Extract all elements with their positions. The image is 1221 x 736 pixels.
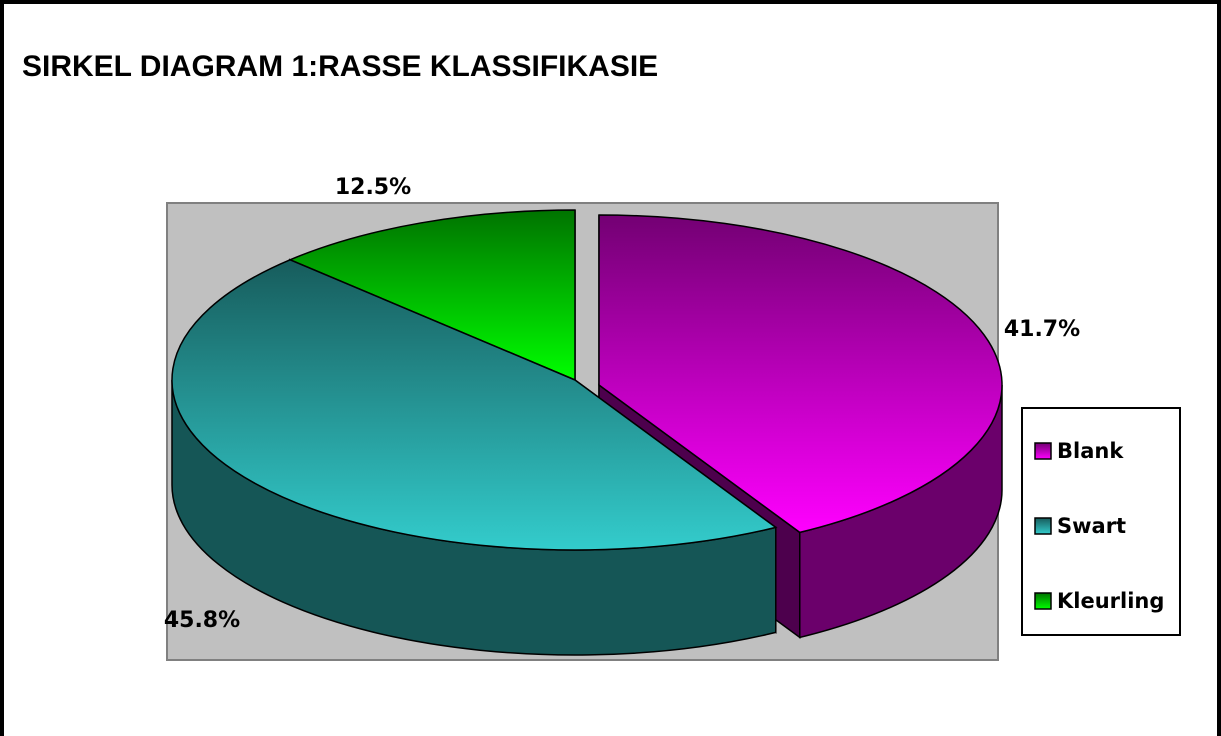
chart-title: SIRKEL DIAGRAM 1:RASSE KLASSIFIKASIE xyxy=(22,50,658,83)
data-label: 41.7% xyxy=(1004,317,1080,342)
legend-entries: Blank Swart Kleurling xyxy=(1034,439,1164,613)
pie-slice xyxy=(288,209,576,382)
legend-label: Swart xyxy=(1057,514,1126,538)
pie-slice xyxy=(171,258,778,551)
legend-swatch xyxy=(1034,592,1052,610)
legend-label: Blank xyxy=(1057,439,1124,463)
legend-swatch xyxy=(1034,517,1052,535)
data-label: 45.8% xyxy=(164,608,240,633)
pie-slice xyxy=(598,214,1003,534)
legend-label: Kleurling xyxy=(1057,589,1164,613)
pie xyxy=(171,209,1003,656)
data-labels: 41.7% 45.8% 12.5% xyxy=(164,175,1080,633)
legend-swatch xyxy=(1034,442,1052,460)
data-label: 12.5% xyxy=(335,175,411,200)
